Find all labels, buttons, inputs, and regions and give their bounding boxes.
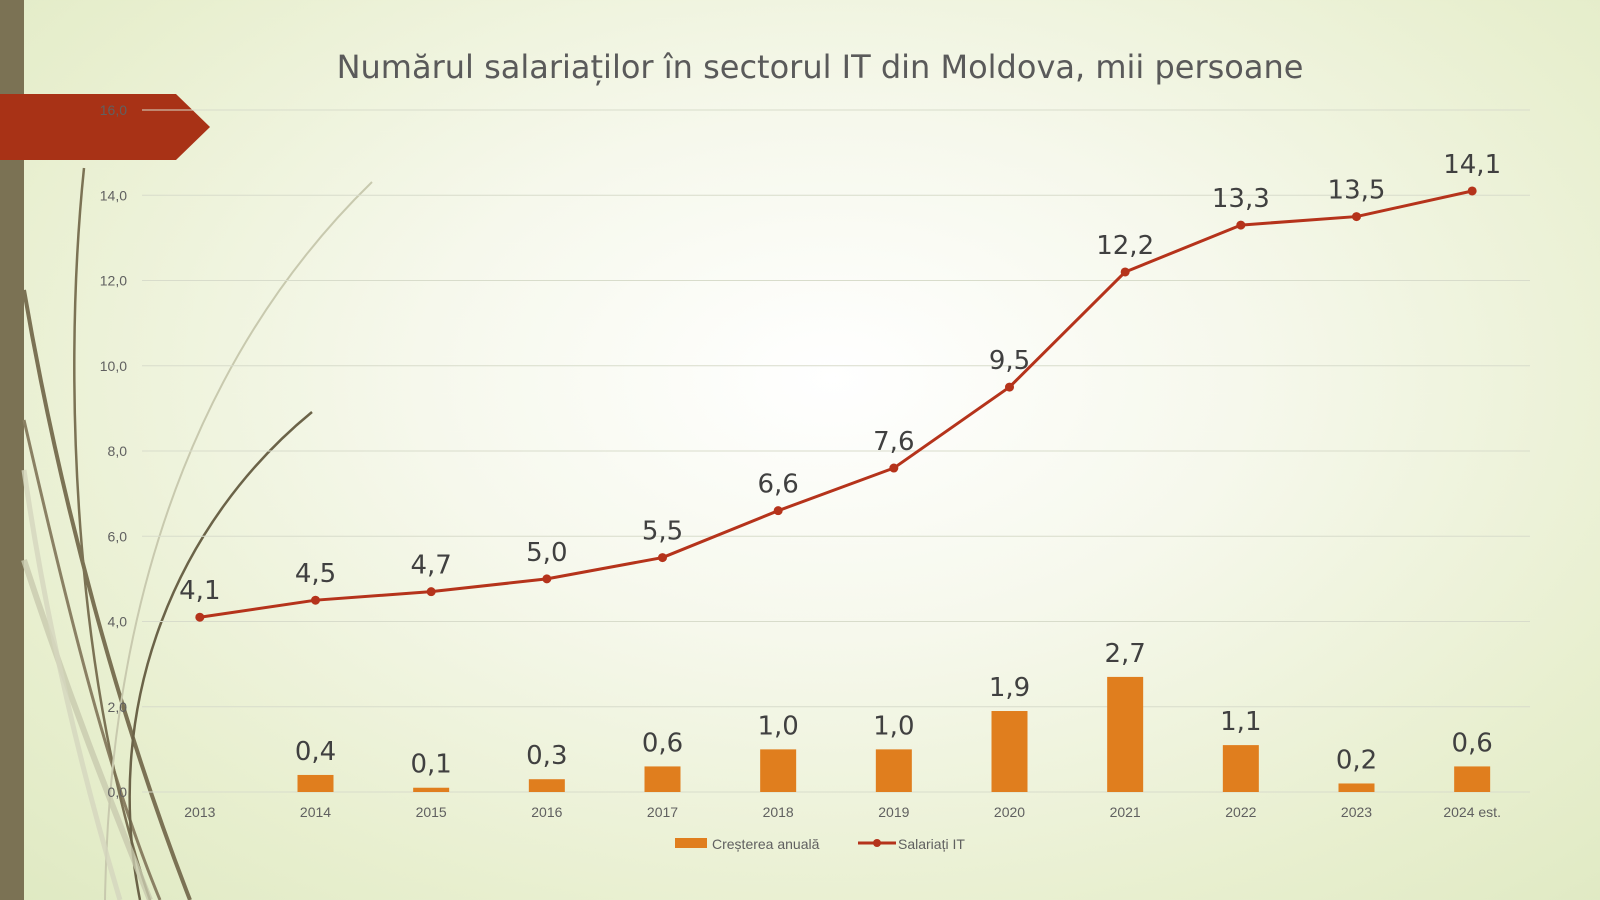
legend-swatch-marker <box>873 839 881 847</box>
y-tick-label: 16,0 <box>100 102 127 118</box>
series-line-salariati-it <box>199 189 1473 619</box>
bar-data-label: 0,6 <box>642 728 683 758</box>
x-tick-label: 2021 <box>1110 804 1141 820</box>
bar <box>528 779 565 792</box>
y-tick-label: 14,0 <box>100 187 127 203</box>
line-data-label: 4,5 <box>295 559 336 589</box>
y-tick-label: 12,0 <box>100 273 127 289</box>
x-tick-label: 2018 <box>763 804 794 820</box>
line-point <box>1352 212 1361 222</box>
bar <box>1222 745 1259 792</box>
line-data-label: 4,1 <box>179 576 220 606</box>
y-tick-label: 8,0 <box>108 443 128 459</box>
bar-data-label: 0,3 <box>526 741 567 771</box>
bar <box>991 711 1028 792</box>
bar-data-label: 2,7 <box>1104 639 1145 669</box>
line-point <box>1467 186 1477 196</box>
line-point <box>426 587 436 597</box>
line-point <box>542 574 552 584</box>
x-tick-label: 2015 <box>416 804 447 820</box>
y-tick-label: 0,0 <box>108 784 128 800</box>
line-point <box>311 595 320 605</box>
line-data-label: 13,3 <box>1212 184 1270 214</box>
bar-data-label: 0,6 <box>1451 728 1492 758</box>
x-tick-label: 2014 <box>300 804 331 820</box>
x-tick-label: 2023 <box>1341 804 1372 820</box>
legend-label-crestere: Creșterea anuală <box>712 836 820 852</box>
x-axis-labels: 2013 2014 2015 2016 2017 2018 2019 2020 2021 2022… <box>184 804 1501 820</box>
line-data-label: 12,2 <box>1096 231 1154 261</box>
y-tick-label: 4,0 <box>108 614 128 630</box>
bar-data-label: 0,2 <box>1336 745 1377 775</box>
bar-data-label: 1,1 <box>1220 707 1261 737</box>
line-data-label: 14,1 <box>1443 150 1501 180</box>
legend-swatch-bar <box>675 838 707 848</box>
gridlines <box>142 109 1530 793</box>
line-series: 4,1 4,5 4,7 5,0 5,5 6,6 7,6 9,5 12,2 13,3 13,5 14,1 <box>179 150 1501 622</box>
bar-data-label: 1,0 <box>873 711 914 741</box>
line-point <box>1236 220 1246 230</box>
line-data-label: 9,5 <box>989 346 1030 376</box>
line-point <box>1120 267 1130 277</box>
bar-data-label: 0,4 <box>295 737 336 767</box>
x-tick-label: 2020 <box>994 804 1025 820</box>
bar <box>875 749 912 792</box>
bar <box>1338 783 1375 792</box>
bar <box>413 787 450 792</box>
line-data-label: 5,0 <box>526 538 567 568</box>
legend: Creșterea anuală Salariați IT <box>675 836 965 852</box>
y-tick-label: 6,0 <box>108 528 128 544</box>
chart-title: Numărul salariaților în sectorul IT din … <box>336 48 1304 86</box>
line-point <box>658 553 667 563</box>
x-tick-label: 2019 <box>878 804 909 820</box>
x-tick-label: 2022 <box>1225 804 1256 820</box>
bar <box>644 766 681 792</box>
y-tick-label: 2,0 <box>108 699 128 715</box>
bar-series: 0,4 0,1 0,3 0,6 1,0 1,0 1,9 2,7 1,1 0,2 0,6 <box>295 639 1493 792</box>
x-tick-label: 2016 <box>531 804 562 820</box>
x-tick-label: 2013 <box>184 804 215 820</box>
line-data-label: 4,7 <box>410 551 451 581</box>
x-tick-label: 2024 est. <box>1443 804 1501 820</box>
line-point <box>1005 382 1014 392</box>
line-data-label: 6,6 <box>757 470 798 500</box>
line-data-label: 7,6 <box>873 427 914 457</box>
legend-label-salariati: Salariați IT <box>898 836 965 852</box>
bar-data-label: 0,1 <box>410 750 451 780</box>
line-data-label: 13,5 <box>1328 176 1386 206</box>
bar-data-label: 1,9 <box>989 673 1030 703</box>
bar <box>1107 676 1144 792</box>
bar <box>297 774 334 792</box>
bar <box>760 749 797 792</box>
line-point <box>773 506 783 516</box>
line-point <box>195 612 205 622</box>
y-axis-labels: 0,0 2,0 4,0 6,0 8,0 10,0 12,0 14,0 16,0 <box>100 102 127 800</box>
line-data-label: 5,5 <box>642 517 683 547</box>
bar-data-label: 1,0 <box>757 711 798 741</box>
line-point <box>889 463 899 473</box>
bar <box>1454 766 1491 792</box>
x-tick-label: 2017 <box>647 804 678 820</box>
y-tick-label: 10,0 <box>100 358 127 374</box>
